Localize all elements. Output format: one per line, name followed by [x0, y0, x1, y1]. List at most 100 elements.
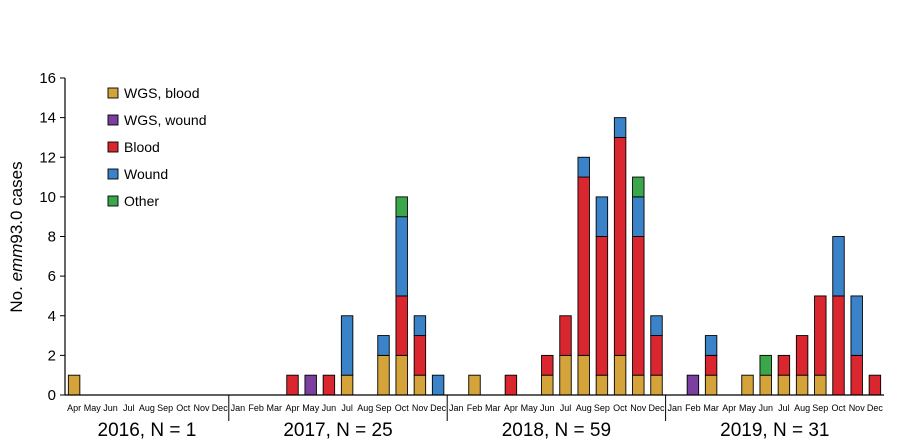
x-tick-label-2: Jun: [103, 403, 118, 413]
bar-segment-2-30: [613, 136, 627, 356]
y-tick-label-5: 10: [39, 189, 56, 206]
x-tick-label-28: Aug: [576, 403, 592, 413]
bar-segment-0-19: [413, 374, 427, 396]
bar-segment-3-19: [413, 315, 427, 337]
bar-segment-0-15: [340, 374, 354, 396]
bar-segment-4-38: [759, 354, 772, 376]
bar-segment-2-41: [814, 295, 827, 376]
bar-segment-2-26: [541, 354, 554, 376]
x-tick-label-13: May: [302, 403, 320, 413]
bar-segment-3-32: [650, 315, 663, 337]
year-group-label-2: 2018, N = 59: [502, 420, 611, 441]
x-tick-label-16: Aug: [357, 403, 373, 413]
x-tick-label-44: Dec: [867, 403, 884, 413]
x-tick-label-14: Jun: [322, 403, 337, 413]
bar-segment-2-43: [850, 354, 863, 396]
x-tick-label-27: Jul: [560, 403, 572, 413]
bar-segment-0-28: [577, 354, 590, 396]
bar-segment-2-32: [650, 335, 663, 376]
x-tick-label-19: Nov: [412, 403, 429, 413]
bar-segment-0-35: [704, 374, 718, 396]
bar-segment-0-31: [632, 374, 645, 396]
y-tick-label-4: 8: [48, 229, 56, 246]
x-tick-label-22: Feb: [467, 403, 483, 413]
bar-segment-3-18: [395, 216, 408, 297]
y-axis-title: No. emm93.0 cases: [7, 161, 26, 312]
x-tick-label-40: Aug: [794, 403, 810, 413]
x-tick-label-34: Feb: [685, 403, 701, 413]
legend-label-3: Wound: [124, 166, 168, 182]
x-tick-label-26: Jun: [540, 403, 555, 413]
x-tick-label-30: Oct: [613, 403, 628, 413]
bar-segment-0-30: [613, 354, 627, 396]
bar-segment-0-41: [814, 374, 827, 396]
y-axis-title-prefix: No.: [7, 281, 26, 312]
bar-segment-2-29: [595, 236, 609, 376]
x-tick-label-31: Nov: [630, 403, 647, 413]
bar-segment-0-18: [395, 354, 408, 396]
y-tick-label-1: 2: [48, 347, 56, 364]
bar-segment-2-28: [577, 176, 590, 356]
bar-segment-3-17: [377, 335, 390, 356]
x-tick-label-7: Nov: [193, 403, 210, 413]
x-tick-label-35: Mar: [703, 403, 719, 413]
bar-segment-0-0: [67, 374, 81, 396]
bar-segment-3-43: [850, 295, 863, 356]
bar-segment-2-31: [632, 236, 645, 376]
bar-segment-0-17: [377, 354, 390, 396]
y-tick-label-7: 14: [39, 110, 56, 127]
x-tick-label-37: May: [739, 403, 757, 413]
x-tick-label-36: Apr: [722, 403, 736, 413]
y-tick-label-2: 4: [48, 308, 56, 325]
bar-segment-2-39: [777, 354, 791, 376]
bar-segment-2-42: [832, 295, 845, 396]
x-tick-label-32: Dec: [648, 403, 665, 413]
y-tick-label-3: 6: [48, 268, 56, 285]
bar-segment-3-15: [340, 315, 354, 376]
x-tick-label-17: Sep: [375, 403, 391, 413]
x-tick-label-0: Apr: [67, 403, 81, 413]
legend-swatch-1: [107, 114, 119, 126]
bar-segment-3-28: [577, 156, 590, 178]
year-group-label-3: 2019, N = 31: [720, 420, 829, 441]
bar-segment-3-42: [832, 236, 845, 297]
legend: WGS, blood WGS, wound Blood Wound Other: [107, 85, 206, 209]
x-tick-label-21: Jan: [449, 403, 464, 413]
x-tick-label-3: Jul: [123, 403, 135, 413]
year-group-label-0: 2016, N = 1: [98, 420, 197, 441]
bar-segment-2-27: [559, 315, 572, 356]
year-group-label-1: 2017, N = 25: [283, 420, 392, 441]
bar-segment-4-31: [632, 176, 645, 198]
x-tick-label-18: Oct: [395, 403, 410, 413]
y-tick-label-0: 0: [48, 387, 56, 404]
bar-segment-1-13: [304, 374, 317, 396]
x-tick-label-1: May: [84, 403, 102, 413]
bar-segment-3-29: [595, 196, 609, 237]
legend-swatch-2: [107, 141, 119, 153]
x-tick-label-10: Feb: [248, 403, 264, 413]
x-tick-label-29: Sep: [594, 403, 610, 413]
x-tick-label-41: Sep: [812, 403, 828, 413]
bar-segment-2-14: [322, 374, 336, 396]
bar-segment-3-30: [613, 117, 627, 138]
legend-label-1: WGS, wound: [124, 112, 206, 128]
x-tick-label-20: Dec: [430, 403, 447, 413]
legend-swatch-4: [107, 195, 119, 207]
legend-label-4: Other: [124, 193, 159, 209]
bar-segment-3-35: [704, 335, 718, 356]
y-axis-title-suffix: 93.0 cases: [7, 161, 26, 243]
bar-segment-2-24: [504, 374, 518, 396]
bar-segment-2-35: [704, 354, 718, 376]
bar-segment-0-38: [759, 374, 772, 396]
x-tick-label-42: Oct: [831, 403, 846, 413]
y-axis-title-italic: emm: [7, 244, 26, 282]
legend-label-2: Blood: [124, 139, 160, 155]
y-tick-label-8: 16: [39, 70, 56, 87]
x-tick-label-8: Dec: [212, 403, 229, 413]
x-tick-label-33: Jan: [667, 403, 682, 413]
x-tick-label-4: Aug: [139, 403, 155, 413]
bar-segment-0-27: [559, 354, 572, 396]
x-tick-label-6: Oct: [176, 403, 191, 413]
